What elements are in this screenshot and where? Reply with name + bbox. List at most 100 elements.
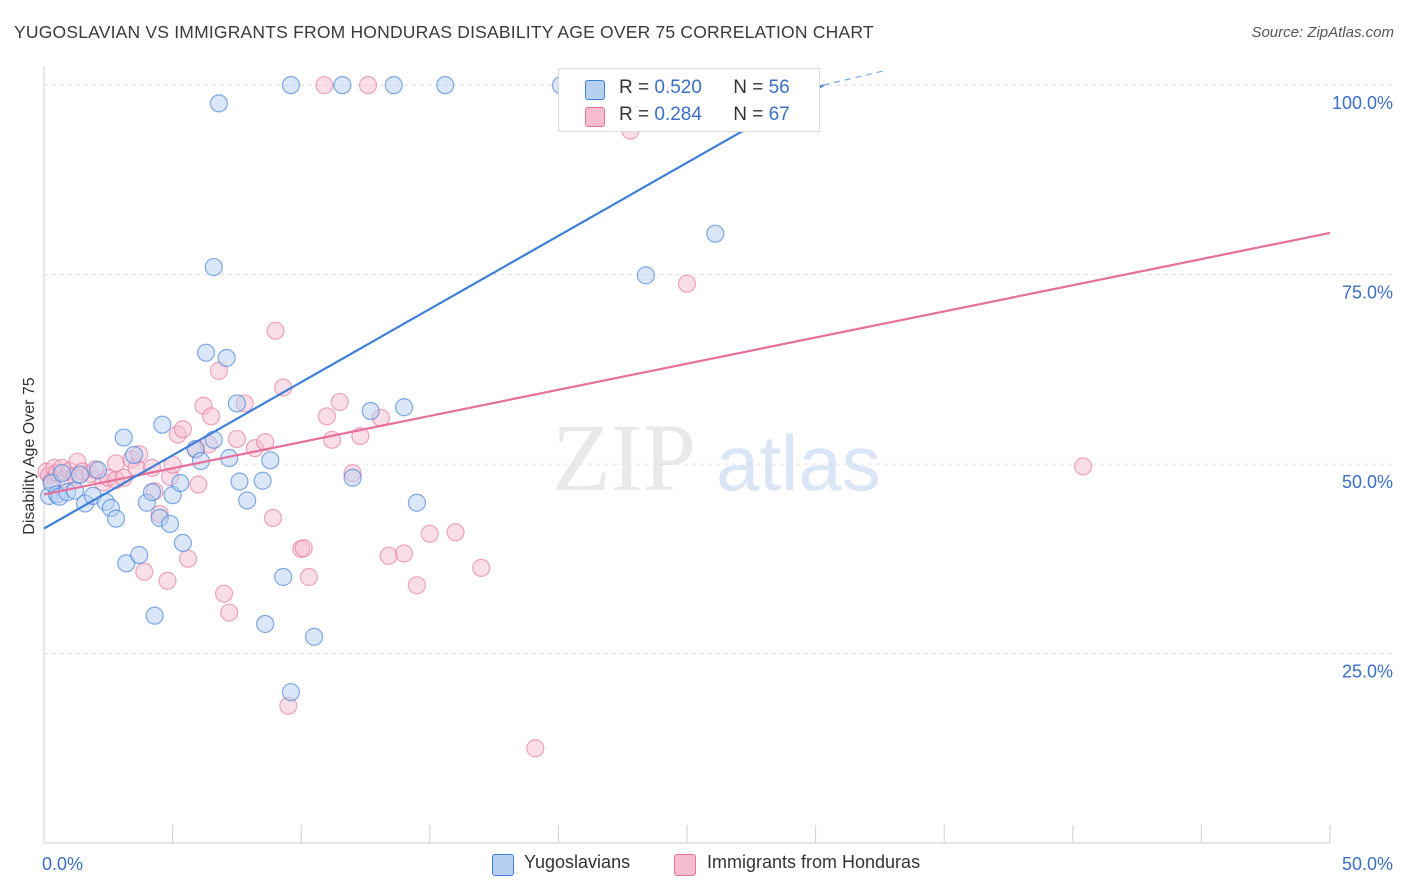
yugoslavian-point — [274, 567, 293, 587]
legend-swatch-blue — [585, 80, 605, 100]
yugoslavian-point — [88, 461, 108, 480]
honduras-point — [358, 76, 378, 95]
yugoslavian-point — [70, 465, 90, 484]
yugoslavian-point — [209, 94, 228, 113]
legend-r-value: 0.520 — [654, 77, 702, 98]
honduras-point — [263, 508, 283, 527]
yugoslavian-point — [145, 606, 164, 625]
yugoslavian-point — [124, 445, 144, 465]
trend-line-honduras — [43, 231, 1331, 496]
yugoslavian-point — [142, 483, 162, 502]
honduras-point — [1073, 457, 1093, 476]
x-tick-label: 50.0% — [1342, 854, 1393, 874]
legend-swatch-pink — [585, 107, 605, 127]
honduras-point — [135, 562, 154, 581]
yugoslavian-point — [407, 493, 427, 512]
yugoslavian-point — [171, 473, 190, 493]
honduras-point — [220, 603, 239, 622]
series-yugoslavians-points — [40, 76, 799, 702]
yugoslavian-point — [117, 554, 136, 573]
legend-item-yugoslavians: Yugoslavians — [492, 852, 631, 876]
y-tick-label: 75.0% — [1342, 283, 1393, 303]
grid-lines — [44, 84, 1394, 655]
honduras-point — [227, 429, 246, 449]
yugoslavian-point — [114, 428, 133, 447]
y-tick-label: 100.0% — [1332, 93, 1393, 113]
legend-n-value: 56 — [768, 77, 790, 98]
honduras-point — [394, 544, 414, 563]
yugoslavian-point — [52, 464, 72, 483]
x-tick-labels: 0.0% 50.0% — [42, 854, 1393, 874]
y-tick-labels: 25.0% 50.0% 75.0% 100.0% — [1332, 93, 1393, 681]
legend-label: Immigrants from Honduras — [707, 852, 921, 872]
yugoslavian-point — [160, 514, 180, 534]
yugoslavian-point — [238, 491, 257, 510]
honduras-point — [214, 584, 234, 603]
legend-n-label: N = — [733, 77, 769, 98]
honduras-point — [317, 407, 337, 426]
honduras-point — [677, 274, 697, 293]
yugoslavian-point — [436, 76, 455, 95]
legend-r-value: 0.284 — [654, 104, 702, 125]
yugoslavian-point — [204, 430, 223, 449]
honduras-point — [379, 546, 398, 565]
watermark-zip: ZIP — [552, 404, 696, 511]
series-legend: Yugoslavians Immigrants from Honduras — [0, 852, 1406, 876]
legend-r-label: R = — [619, 104, 655, 125]
legend-r-label: R = — [619, 77, 655, 98]
trend-line-yugoslavians-extension — [823, 69, 888, 86]
y-tick-label: 25.0% — [1342, 662, 1393, 682]
yugoslavian-point — [227, 394, 246, 413]
honduras-point — [158, 571, 177, 590]
honduras-point — [420, 524, 439, 543]
yugoslavian-point — [106, 509, 126, 528]
yugoslavian-point — [261, 451, 280, 470]
honduras-point — [446, 523, 465, 542]
yugoslavian-point — [361, 401, 380, 421]
yugoslavian-point — [130, 545, 149, 565]
yugoslavian-point — [333, 76, 352, 95]
yugoslavian-point — [256, 614, 275, 634]
honduras-point — [202, 407, 221, 426]
legend-row-honduras: R = 0.284 N = 67 — [585, 104, 790, 127]
yugoslavian-point — [343, 468, 362, 487]
yugoslavian-point — [153, 415, 172, 434]
honduras-point — [526, 739, 545, 758]
yugoslavian-point — [217, 348, 236, 368]
legend-swatch-pink — [674, 854, 696, 876]
honduras-point — [315, 76, 334, 95]
axes — [43, 66, 1331, 844]
legend-item-honduras: Immigrants from Honduras — [674, 852, 921, 876]
yugoslavian-point — [253, 471, 272, 490]
yugoslavian-point — [281, 76, 301, 95]
source-text: Source: ZipAtlas.com — [1251, 24, 1394, 41]
legend-label: Yugoslavians — [524, 852, 631, 872]
honduras-point — [472, 558, 491, 578]
yugoslavian-point — [304, 627, 324, 646]
honduras-point — [299, 567, 319, 587]
x-tick-label: 0.0% — [42, 854, 83, 874]
yugoslavian-point — [384, 76, 403, 95]
honduras-point — [173, 420, 192, 439]
yugoslavian-point — [230, 472, 249, 491]
yugoslavian-point — [204, 257, 223, 277]
yugoslavian-point — [636, 266, 655, 285]
legend-row-yugoslavians: R = 0.520 N = 56 — [585, 77, 790, 100]
yugoslavian-point — [394, 398, 414, 417]
yugoslavian-point — [706, 224, 725, 243]
honduras-point — [407, 576, 427, 595]
legend-swatch-blue — [492, 854, 514, 876]
yugoslavian-point — [196, 343, 216, 362]
honduras-point — [330, 392, 349, 412]
legend-n-label: N = — [733, 104, 769, 125]
chart-title: YUGOSLAVIAN VS IMMIGRANTS FROM HONDURAS … — [14, 22, 874, 42]
trend-lines — [43, 69, 1331, 530]
y-tick-label: 50.0% — [1342, 472, 1393, 492]
honduras-point — [266, 321, 285, 340]
yugoslavian-point — [173, 533, 192, 552]
watermark-atlas: atlas — [716, 419, 881, 507]
honduras-point — [294, 539, 313, 558]
honduras-point — [189, 475, 208, 494]
trend-line-yugoslavians — [43, 84, 824, 530]
